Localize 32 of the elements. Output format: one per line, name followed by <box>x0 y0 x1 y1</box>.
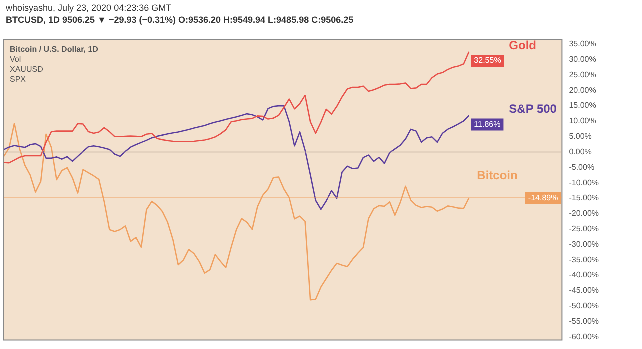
annotation: SPX <box>10 75 27 84</box>
series-label: Bitcoin <box>477 168 518 182</box>
data-label: 11.86% <box>474 120 501 129</box>
annotation: Vol <box>10 55 22 64</box>
y-tick-label: 10.00% <box>569 116 596 126</box>
y-tick-label: -30.00% <box>569 240 599 249</box>
ref-line-label: -14.89% <box>528 193 558 202</box>
chart-subtitle: BTCUSD, 1D 9506.25 ▼ −29.93 (−0.31%) O:9536.20 H:9549.94 L:9485.98 C:9506.25 <box>6 14 355 26</box>
y-tick-label: 20.00% <box>569 86 596 95</box>
y-tick-label: -20.00% <box>569 209 599 218</box>
y-tick-label: -60.00% <box>569 332 599 342</box>
annotation: XAUUSD <box>10 65 44 74</box>
annotation: Bitcoin / U.S. Dollar, 1D <box>10 45 99 54</box>
y-tick-label: -35.00% <box>569 255 599 264</box>
y-tick-label: 0.00% <box>569 147 592 156</box>
y-tick-label: -45.00% <box>569 286 599 296</box>
y-tick-label: 5.00% <box>569 132 592 142</box>
y-tick-label: 30.00% <box>569 55 596 64</box>
data-label: 32.55% <box>474 56 502 66</box>
chart-title: whoisyashu, July 23, 2020 04:23:36 GMT <box>6 2 173 14</box>
y-tick-label: -25.00% <box>569 224 599 234</box>
y-tick-label: -50.00% <box>569 302 599 311</box>
text: S&P 500 <box>509 102 558 116</box>
y-tick-label: 15.00% <box>569 101 596 110</box>
y-tick-label: -5.00% <box>569 162 595 172</box>
y-tick-label: 35.00% <box>569 40 596 49</box>
y-tick-label: -10.00% <box>569 178 599 188</box>
y-tick-label: -55.00% <box>569 316 599 326</box>
y-tick-label: -15.00% <box>569 194 599 203</box>
y-tick-label: -40.00% <box>569 270 599 280</box>
y-tick-label: 25.00% <box>569 70 596 80</box>
text: Gold <box>509 38 536 52</box>
